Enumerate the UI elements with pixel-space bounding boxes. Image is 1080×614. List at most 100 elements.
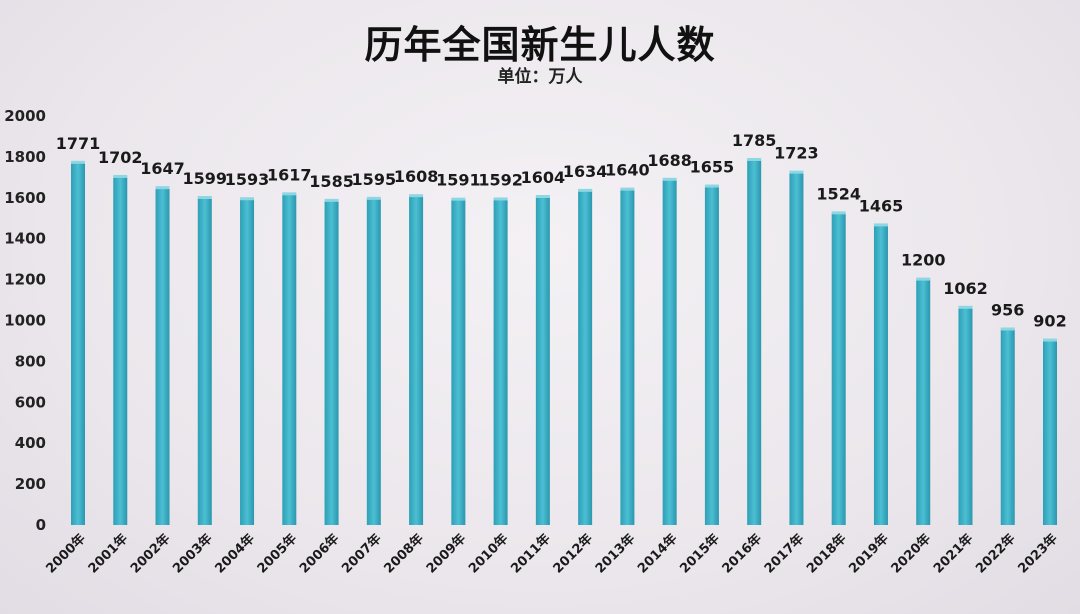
bar — [493, 199, 508, 525]
bar-top — [789, 170, 804, 174]
bar-top — [578, 188, 593, 192]
value-label: 956 — [991, 300, 1024, 319]
x-tick-label: 2001年 — [85, 531, 131, 577]
bar — [366, 198, 381, 525]
bar-top — [704, 184, 719, 188]
bar — [113, 176, 128, 526]
x-tick-label: 2002年 — [127, 531, 173, 577]
bar-top — [620, 187, 635, 191]
y-tick-label: 1200 — [4, 271, 46, 289]
x-tick-label: 2017年 — [761, 531, 807, 577]
value-label: 1524 — [816, 184, 861, 203]
y-tick-label: 600 — [15, 393, 46, 411]
bar-top — [113, 174, 128, 178]
bar — [535, 196, 550, 525]
value-labels: 1771170216471599159316171585159516081591… — [56, 131, 1067, 331]
bar-top — [324, 198, 339, 202]
bar — [747, 159, 762, 525]
x-tick-label: 2019年 — [846, 531, 892, 577]
bar-top — [1043, 338, 1057, 342]
bar — [704, 186, 719, 526]
unit-label: 单位：万人 — [497, 67, 583, 87]
bar — [240, 199, 255, 525]
bar-top — [1000, 327, 1015, 331]
bar-top — [240, 197, 255, 201]
bar-top — [747, 157, 762, 161]
y-tick-label: 800 — [15, 352, 46, 370]
y-tick-label: 0 — [36, 516, 46, 534]
bar-top — [451, 197, 466, 201]
x-tick-label: 2011年 — [508, 531, 554, 577]
value-label: 1723 — [774, 144, 819, 163]
x-tick-label: 2010年 — [465, 531, 511, 577]
bar-top — [409, 194, 424, 198]
y-tick-label: 1600 — [4, 189, 46, 207]
value-label: 1200 — [901, 251, 946, 270]
bar — [578, 190, 593, 526]
y-tick-label: 1800 — [4, 148, 46, 166]
y-axis: 0 200 400 600 800 1000 1200 1400 1600 1800 2000 — [4, 107, 46, 534]
x-tick-label: 2003年 — [170, 531, 216, 577]
value-label: 1640 — [605, 161, 650, 180]
bar — [197, 198, 212, 525]
x-tick-label: 2009年 — [423, 531, 469, 577]
bar-top — [873, 223, 888, 227]
value-label: 1585 — [309, 172, 354, 191]
bar — [71, 162, 85, 525]
x-tick-label: 2014年 — [634, 531, 680, 577]
bar-top — [155, 186, 170, 190]
value-label: 1655 — [690, 158, 735, 177]
bar — [620, 189, 635, 525]
bar-top — [282, 192, 297, 196]
x-tick-label: 2008年 — [381, 531, 427, 577]
y-tick-label: 2000 — [4, 107, 46, 125]
bar — [409, 196, 424, 525]
y-tick-label: 1000 — [4, 312, 46, 330]
bar — [451, 199, 466, 525]
bar-top — [71, 160, 85, 164]
bar-top — [366, 196, 381, 200]
y-tick-label: 400 — [15, 434, 46, 452]
x-tick-label: 2020年 — [888, 531, 934, 577]
x-tick-label: 2018年 — [803, 531, 849, 577]
x-tick-label: 2013年 — [592, 531, 638, 577]
bar — [873, 225, 888, 525]
value-label: 1593 — [225, 170, 270, 189]
x-tick-label: 2007年 — [339, 531, 385, 577]
bar-top — [916, 277, 931, 281]
value-label: 1604 — [521, 168, 566, 187]
chart-title: 历年全国新生儿人数 — [364, 23, 716, 67]
bar — [789, 172, 804, 526]
x-tick-label: 2004年 — [212, 531, 258, 577]
bar — [1000, 329, 1015, 525]
x-tick-label: 2016年 — [719, 531, 765, 577]
bar-top — [493, 197, 508, 201]
bar — [1043, 340, 1057, 525]
bar-top — [197, 196, 212, 200]
x-tick-label: 2022年 — [972, 531, 1018, 577]
value-label: 1591 — [436, 171, 481, 190]
value-label: 1771 — [56, 134, 101, 153]
bar — [662, 179, 677, 525]
value-label: 1785 — [732, 131, 777, 150]
bar — [155, 188, 170, 525]
value-label: 1702 — [98, 148, 143, 167]
value-label: 1617 — [267, 165, 312, 184]
bar-top — [831, 211, 846, 215]
bar — [916, 279, 931, 525]
value-label: 1595 — [352, 170, 397, 189]
value-label: 902 — [1033, 312, 1066, 331]
value-label: 1465 — [859, 196, 904, 215]
bar — [282, 194, 297, 526]
value-label: 1608 — [394, 167, 439, 186]
value-label: 1634 — [563, 162, 608, 181]
value-label: 1647 — [140, 159, 185, 178]
x-axis: 2000年2001年2002年2003年2004年2005年2006年2007年… — [43, 531, 1061, 577]
bars — [71, 157, 1057, 526]
x-tick-label: 2021年 — [930, 531, 976, 577]
x-tick-label: 2006年 — [296, 531, 342, 577]
x-tick-label: 2023年 — [1015, 531, 1061, 577]
bar — [831, 213, 846, 526]
value-label: 1688 — [647, 151, 692, 170]
